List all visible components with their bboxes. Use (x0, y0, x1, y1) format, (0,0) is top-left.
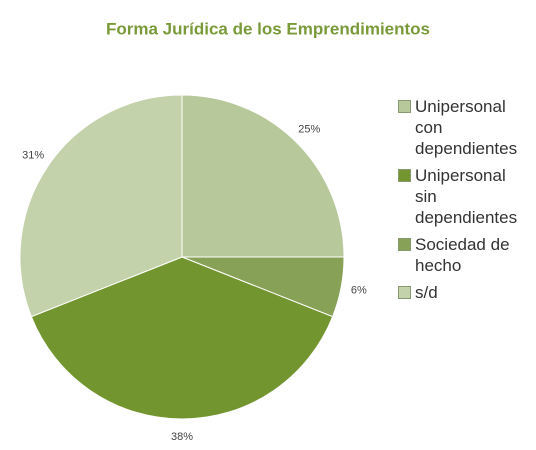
legend-item: Sociedad de hecho (398, 234, 536, 276)
legend-label: s/d (415, 283, 438, 302)
legend: Unipersonal con dependientes Unipersonal … (398, 96, 536, 309)
pie-slice (19, 94, 183, 318)
legend-item: s/d (398, 282, 536, 303)
pie-slice (181, 94, 345, 258)
legend-swatch (398, 238, 411, 251)
legend-swatch (398, 286, 411, 299)
legend-swatch (398, 100, 411, 113)
legend-label: Unipersonal sin dependientes (415, 166, 518, 227)
chart-title: Forma Jurídica de los Emprendimientos (106, 19, 430, 38)
legend-swatch (398, 169, 411, 182)
legend-item: Unipersonal sin dependientes (398, 165, 536, 228)
pie-slice (30, 256, 334, 420)
data-label: 31% (22, 150, 44, 162)
legend-item: Unipersonal con dependientes (398, 96, 536, 159)
data-label: 38% (171, 431, 193, 443)
legend-label: Sociedad de hecho (415, 235, 510, 275)
data-label: 6% (351, 285, 367, 297)
data-label: 25% (298, 124, 320, 136)
legend-label: Unipersonal con dependientes (415, 97, 518, 158)
